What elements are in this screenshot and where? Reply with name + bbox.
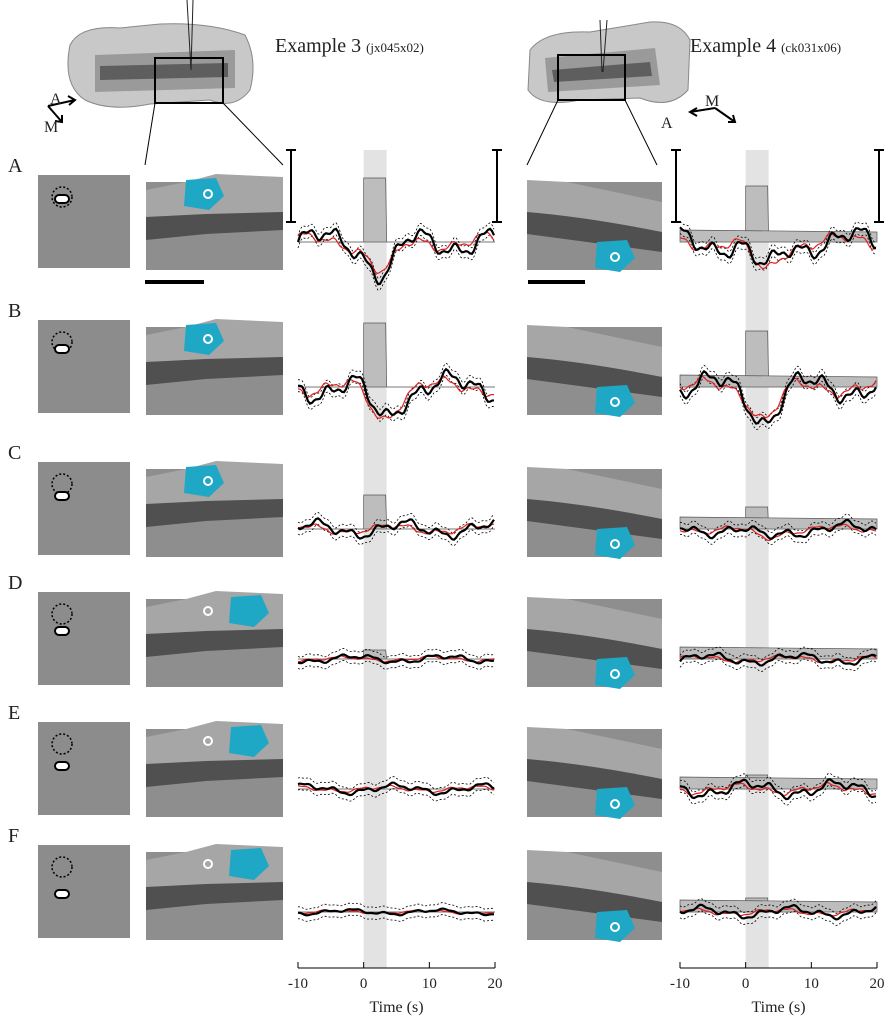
stimulus-square [38,175,130,268]
stimulus-square [38,845,130,938]
slice [146,591,283,687]
slice [527,850,662,942]
x-tick-label: 20 [488,976,503,992]
slice [146,174,283,270]
row-label: E [8,702,20,724]
mean-trace [298,229,494,284]
title: Example 4 [690,35,776,57]
orientation-label: M [705,93,719,110]
grating [55,762,69,770]
title: Example 3 [275,35,361,57]
grating [55,195,69,203]
x-tick-label: -10 [288,976,308,992]
grating [55,345,69,353]
slice [146,844,283,940]
x-tick-label: 10 [422,976,437,992]
confidence-band [298,235,494,290]
row-label: F [8,825,19,847]
model-trace [298,233,494,274]
spike-histogram [364,495,387,529]
example-title: Example 3 (jx045x02) [275,35,424,57]
x-axis-label: Time (s) [751,999,805,1016]
row-label: B [8,300,21,322]
x-tick-label: 0 [360,976,368,992]
orientation-label: M [44,119,58,136]
x-tick-label: 10 [804,976,819,992]
stimulus-square [38,592,130,685]
example-title: Example 4 (ck031x06) [690,35,841,57]
slice [146,461,283,557]
id: (ck031x06) [781,40,841,55]
grating [55,492,69,500]
slice [527,727,662,819]
x-axis-label: Time (s) [369,999,423,1016]
stimulus-square [38,722,130,815]
x-tick-label: 20 [870,976,885,992]
row-label: A [8,155,23,177]
id: (jx045x02) [366,40,424,55]
spike-histogram [364,178,387,242]
grating [55,627,69,635]
brain-right [527,20,690,165]
slice [527,180,662,272]
brain-left [68,0,283,165]
row-label: D [8,572,22,594]
orientation-label: A [50,91,62,108]
confidence-band [298,903,494,910]
x-tick-label: 0 [742,976,750,992]
slice [146,721,283,817]
slice [527,597,662,689]
slice [146,319,283,415]
slice [527,467,662,559]
stimulus-square [38,320,130,413]
confidence-band [298,915,494,922]
x-tick-label: -10 [670,976,690,992]
spike-histogram [364,323,387,387]
orientation-label: A [661,115,673,132]
slice [527,325,662,417]
stimulus-square [38,462,130,555]
stimulus-window [746,150,769,968]
figure: A M A M Example 3 (jx045x02) Example 4 (… [0,0,891,1024]
grating [55,890,69,898]
row-label: C [8,442,21,464]
